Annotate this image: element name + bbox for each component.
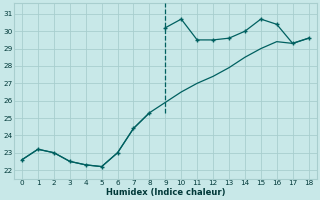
X-axis label: Humidex (Indice chaleur): Humidex (Indice chaleur) [106,188,225,197]
